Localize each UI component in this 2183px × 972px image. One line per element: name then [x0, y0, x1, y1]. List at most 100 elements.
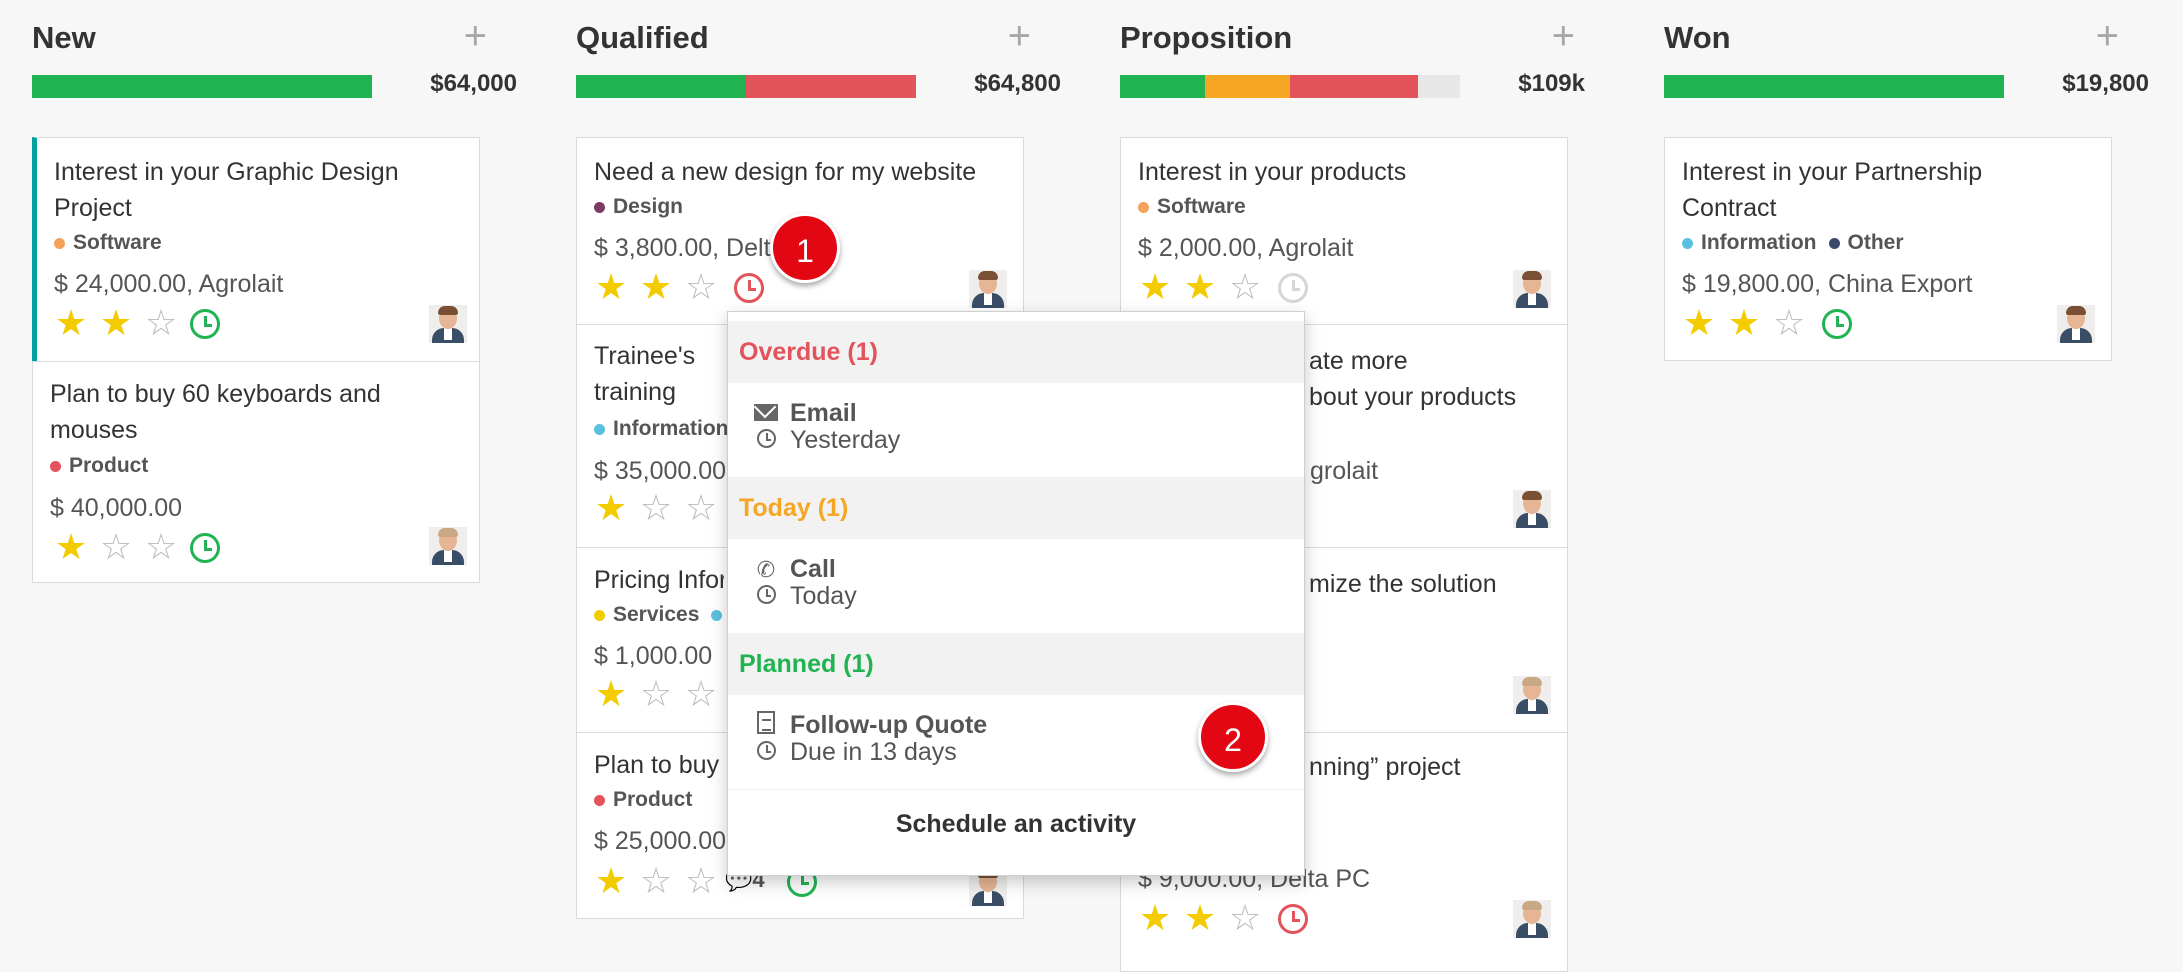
add-card-icon[interactable]: +	[2095, 14, 2119, 58]
activity-type: Follow-up Quote	[790, 711, 988, 739]
activity-item-call[interactable]: ✆ Call Today	[752, 555, 857, 610]
clock-icon	[752, 740, 780, 766]
card-tags: Design	[594, 195, 683, 219]
activity-item-email[interactable]: Email Yesterday	[752, 399, 900, 454]
star-filled-icon[interactable]: ★	[54, 302, 88, 343]
card-tags: Product	[594, 788, 692, 812]
add-card-icon[interactable]: +	[463, 14, 487, 58]
star-filled-icon[interactable]: ★	[1183, 897, 1217, 938]
progress-segment-green[interactable]	[32, 75, 372, 98]
callout-badge-2: 2	[1198, 702, 1268, 772]
tag-label: Design	[613, 195, 684, 218]
card-tags: Product	[50, 454, 148, 478]
priority-stars[interactable]: ★ ★ ☆	[590, 269, 722, 305]
tag-label: Software	[73, 231, 162, 254]
section-overdue: Overdue (1)	[728, 321, 1304, 383]
card-amount: $ 35,000.00	[594, 457, 727, 485]
star-empty-icon[interactable]: ☆	[684, 673, 718, 714]
progress-segment-red[interactable]	[1290, 75, 1418, 98]
progress-segment-green[interactable]	[576, 75, 746, 98]
star-filled-icon[interactable]: ★	[1138, 266, 1172, 307]
activity-clock-icon[interactable]	[1278, 273, 1308, 303]
star-empty-icon[interactable]: ☆	[144, 526, 178, 567]
progress-segment-grey[interactable]	[1417, 75, 1460, 98]
activity-item-followup[interactable]: Follow-up Quote Due in 13 days	[752, 711, 988, 766]
star-empty-icon[interactable]: ☆	[1228, 897, 1262, 938]
avatar	[1513, 270, 1551, 308]
card-title: Plan to buy	[594, 751, 720, 779]
avatar	[429, 305, 467, 343]
tag-label: Information	[1701, 231, 1817, 254]
column-header: Proposition +	[1120, 14, 1575, 58]
tag-label: Software	[1157, 195, 1246, 218]
tag: Product	[50, 454, 148, 478]
star-filled-icon[interactable]: ★	[1183, 266, 1217, 307]
priority-stars[interactable]: ★ ☆ ☆	[50, 529, 182, 565]
star-empty-icon[interactable]: ☆	[639, 673, 673, 714]
priority-stars[interactable]: ★ ★ ☆	[1134, 900, 1266, 936]
priority-stars[interactable]: ★ ☆ ☆	[590, 490, 722, 526]
card-title: Pricing Information	[594, 566, 724, 594]
progress-segment-green[interactable]	[1664, 75, 2004, 98]
star-filled-icon[interactable]: ★	[1138, 897, 1172, 938]
star-empty-icon[interactable]: ☆	[99, 526, 133, 567]
kanban-card[interactable]: Interest in your Partnership Contract In…	[1664, 137, 2112, 361]
star-filled-icon[interactable]: ★	[54, 526, 88, 567]
card-title-partial: mize the solution	[1309, 570, 1497, 598]
activity-clock-icon[interactable]	[1822, 309, 1852, 339]
activity-clock-icon[interactable]	[1278, 904, 1308, 934]
activity-popover: Overdue (1) Email Yesterday Today (1) ✆ C…	[727, 311, 1305, 876]
star-empty-icon[interactable]: ☆	[144, 302, 178, 343]
star-filled-icon[interactable]: ★	[99, 302, 133, 343]
column-progress-bar[interactable]	[1120, 75, 1460, 98]
star-filled-icon[interactable]: ★	[594, 487, 628, 528]
star-filled-icon[interactable]: ★	[1682, 302, 1716, 343]
column-progress-bar[interactable]	[1664, 75, 2004, 98]
kanban-card[interactable]: Interest in your Graphic Design Project …	[32, 137, 480, 362]
star-empty-icon[interactable]: ☆	[1772, 302, 1806, 343]
priority-stars[interactable]: ★ ★ ☆	[50, 305, 182, 341]
card-title: Interest in your products	[1138, 158, 1407, 186]
add-card-icon[interactable]: +	[1007, 14, 1031, 58]
tag: Design	[594, 195, 683, 219]
progress-segment-green[interactable]	[1120, 75, 1205, 98]
envelope-icon	[752, 401, 780, 427]
activity-clock-icon[interactable]	[734, 273, 764, 303]
progress-segment-orange[interactable]	[1205, 75, 1290, 98]
card-tags: Services	[594, 603, 730, 627]
star-empty-icon[interactable]: ☆	[684, 487, 718, 528]
activity-due: Today	[790, 582, 857, 610]
activity-clock-icon[interactable]	[190, 309, 220, 339]
tag-label: Other	[1847, 231, 1904, 254]
column-progress-bar[interactable]	[576, 75, 916, 98]
clock-icon	[752, 428, 780, 454]
add-card-icon[interactable]: +	[1551, 14, 1575, 58]
priority-stars[interactable]: ★ ☆ ☆	[590, 676, 722, 712]
star-filled-icon[interactable]: ★	[1727, 302, 1761, 343]
tag: Other	[1828, 231, 1904, 255]
star-filled-icon[interactable]: ★	[594, 860, 628, 901]
star-empty-icon[interactable]: ☆	[639, 487, 673, 528]
progress-segment-red[interactable]	[746, 75, 916, 98]
activity-clock-icon[interactable]	[190, 533, 220, 563]
tag-color-dot	[711, 609, 723, 621]
tag-color-dot	[594, 201, 605, 213]
priority-stars[interactable]: ★ ★ ☆	[1134, 269, 1266, 305]
column-header: Won +	[1664, 14, 2119, 58]
star-filled-icon[interactable]: ★	[594, 673, 628, 714]
column-progress-bar[interactable]	[32, 75, 372, 98]
kanban-card[interactable]: Plan to buy 60 keyboards and mouses Prod…	[32, 361, 480, 583]
star-empty-icon[interactable]: ☆	[1228, 266, 1262, 307]
kanban-card[interactable]: Interest in your products Software $ 2,0…	[1120, 137, 1568, 325]
star-empty-icon[interactable]: ☆	[684, 860, 718, 901]
star-empty-icon[interactable]: ☆	[684, 266, 718, 307]
priority-stars[interactable]: ★ ☆ ☆	[590, 863, 722, 899]
star-empty-icon[interactable]: ☆	[639, 860, 673, 901]
priority-stars[interactable]: ★ ★ ☆	[1678, 305, 1810, 341]
star-filled-icon[interactable]: ★	[594, 266, 628, 307]
schedule-activity-button[interactable]: Schedule an activity	[895, 810, 1137, 838]
star-filled-icon[interactable]: ★	[639, 266, 673, 307]
document-icon	[752, 711, 780, 740]
section-today: Today (1)	[728, 477, 1304, 539]
